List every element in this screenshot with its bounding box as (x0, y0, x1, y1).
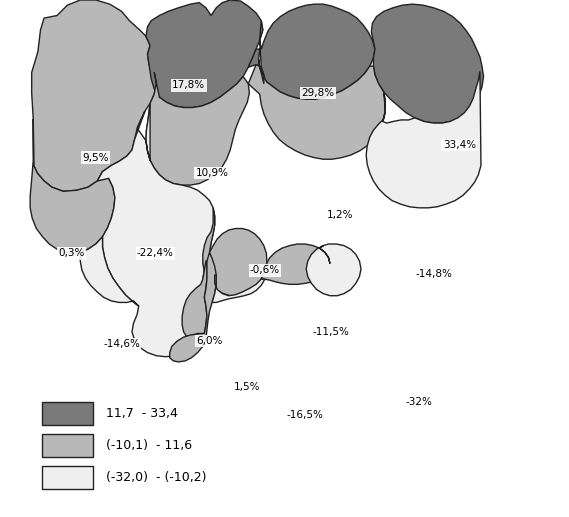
Text: (-32,0)  - (-10,2): (-32,0) - (-10,2) (106, 471, 207, 484)
Polygon shape (306, 244, 361, 296)
Text: 0,3%: 0,3% (58, 248, 85, 258)
Text: 29,8%: 29,8% (302, 88, 335, 98)
Text: 33,4%: 33,4% (443, 140, 476, 150)
Text: 17,8%: 17,8% (172, 80, 205, 90)
Text: 11,7  - 33,4: 11,7 - 33,4 (106, 407, 178, 420)
Polygon shape (372, 4, 484, 123)
Polygon shape (30, 119, 115, 253)
FancyBboxPatch shape (42, 434, 93, 457)
Polygon shape (32, 0, 156, 191)
Polygon shape (80, 237, 139, 306)
Polygon shape (203, 208, 267, 296)
Text: 9,5%: 9,5% (83, 153, 109, 163)
Text: 1,2%: 1,2% (327, 209, 353, 220)
Polygon shape (146, 0, 263, 108)
Polygon shape (146, 72, 249, 185)
Text: -32%: -32% (406, 397, 432, 407)
Polygon shape (366, 71, 481, 208)
Polygon shape (248, 59, 385, 159)
Text: 6,0%: 6,0% (196, 336, 222, 346)
Text: -0,6%: -0,6% (250, 265, 280, 276)
Text: -22,4%: -22,4% (137, 248, 174, 258)
Polygon shape (170, 252, 216, 362)
Text: (-10,1)  - 11,6: (-10,1) - 11,6 (106, 439, 192, 452)
Polygon shape (97, 103, 215, 357)
Text: 1,5%: 1,5% (233, 382, 260, 392)
FancyBboxPatch shape (42, 466, 93, 489)
Text: -14,6%: -14,6% (103, 339, 140, 349)
Text: -16,5%: -16,5% (287, 409, 324, 420)
Polygon shape (261, 244, 330, 284)
FancyBboxPatch shape (42, 402, 93, 425)
Polygon shape (212, 275, 265, 302)
Polygon shape (182, 261, 207, 336)
Text: -11,5%: -11,5% (312, 327, 349, 337)
Text: 10,9%: 10,9% (196, 168, 229, 178)
Polygon shape (248, 4, 375, 99)
Text: -14,8%: -14,8% (416, 269, 453, 279)
